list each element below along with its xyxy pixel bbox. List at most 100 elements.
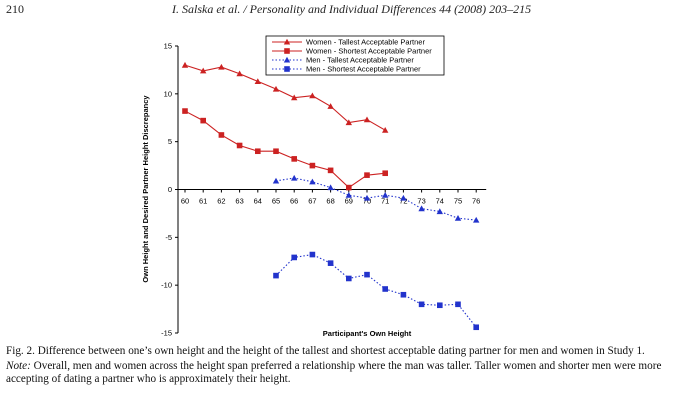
data-point (272, 177, 280, 184)
page-number: 210 (6, 2, 24, 16)
data-point (345, 192, 352, 198)
legend-label: Men - Tallest Acceptable Partner (306, 56, 414, 65)
x-tick-label: 66 (290, 197, 298, 206)
legend-marker (284, 66, 290, 72)
x-tick-label: 63 (235, 197, 243, 206)
x-tick-label: 73 (417, 197, 425, 206)
data-point (255, 148, 261, 155)
data-point (327, 260, 334, 266)
x-tick-label: 69 (345, 197, 353, 206)
x-tick-label: 60 (181, 197, 189, 206)
data-point (473, 324, 479, 331)
x-tick-label: 65 (272, 197, 280, 206)
data-point (363, 116, 371, 123)
data-point (182, 108, 188, 114)
chart-series (181, 61, 480, 331)
series-line (184, 110, 386, 189)
data-point (382, 170, 388, 177)
x-axis-label: Participant's Own Height (323, 329, 412, 338)
data-point (309, 162, 316, 169)
data-point (346, 275, 352, 282)
data-point (200, 117, 206, 124)
x-tick-label: 62 (217, 197, 225, 206)
x-tick-label: 71 (381, 197, 389, 206)
series-line (275, 253, 477, 328)
data-point (436, 208, 443, 215)
note-text: Overall, men and women across the height… (6, 360, 662, 386)
data-point (236, 70, 243, 77)
data-point (382, 126, 389, 133)
series-3 (272, 174, 480, 223)
data-point (273, 272, 279, 279)
page-header: 210 I. Salska et al. / Personality and I… (0, 0, 690, 22)
series-2 (182, 108, 388, 191)
data-point (309, 92, 316, 99)
data-point (291, 156, 297, 162)
y-tick-label: -15 (161, 329, 172, 338)
x-tick-label: 67 (308, 197, 316, 206)
y-tick-label: 15 (164, 42, 172, 51)
x-tick-label: 70 (363, 197, 371, 206)
data-point (418, 205, 425, 212)
data-point (272, 85, 280, 92)
data-point (400, 194, 407, 201)
data-point (273, 148, 279, 155)
data-point (218, 63, 225, 70)
figure-note: Note: Overall, men and women across the … (6, 360, 682, 386)
legend-label: Women - Shortest Acceptable Partner (306, 47, 432, 56)
data-point (291, 174, 298, 181)
x-tick-label: 61 (199, 197, 207, 206)
data-point (400, 291, 407, 298)
y-tick-label: 10 (164, 89, 172, 98)
series-1 (181, 61, 389, 133)
legend-label: Men - Shortest Acceptable Partner (306, 65, 421, 74)
data-point (327, 167, 334, 174)
chart-legend: Women - Tallest Acceptable PartnerWomen … (265, 35, 445, 76)
data-point (455, 301, 461, 308)
running-title: I. Salska et al. / Personality and Indiv… (172, 2, 532, 16)
data-point (473, 216, 480, 223)
data-point (309, 251, 316, 258)
data-point (345, 119, 352, 126)
data-point (309, 178, 316, 185)
data-point (364, 271, 370, 278)
x-tick-label: 74 (436, 197, 444, 206)
line-chart: 15 10 5 0 -5 -10 -15 60 61 62 63 64 65 66 67 68 69 70 71 72… (141, 35, 487, 338)
x-tick-label: 75 (454, 197, 462, 206)
y-tick-label: 0 (168, 185, 172, 194)
legend-label: Women - Tallest Acceptable Partner (306, 38, 425, 47)
data-point (327, 184, 334, 191)
y-axis-label: Own Height and Desired Partner Height Di… (141, 95, 150, 283)
data-point (181, 61, 189, 68)
data-point (291, 254, 297, 261)
legend-marker (283, 38, 291, 45)
x-tick-label: 64 (254, 197, 262, 206)
data-point (363, 194, 371, 201)
data-point (418, 301, 425, 308)
x-tick-label: 76 (472, 197, 480, 206)
series-line (184, 64, 386, 131)
data-point (236, 142, 243, 149)
data-point (346, 184, 352, 191)
data-point (382, 192, 389, 198)
note-label: Note: (6, 360, 31, 373)
y-tick-label: -10 (161, 281, 172, 290)
series-4 (273, 251, 479, 331)
figure-caption: Fig. 2. Difference between one’s own hei… (6, 345, 682, 389)
data-point (364, 172, 370, 178)
data-point (254, 78, 261, 84)
y-tick-label: 5 (168, 137, 172, 146)
figure-caption-text: Fig. 2. Difference between one’s own hei… (6, 345, 645, 357)
data-point (454, 215, 462, 221)
data-point (200, 67, 207, 74)
legend-marker (283, 56, 291, 63)
data-point (218, 132, 225, 138)
data-point (291, 94, 298, 101)
data-point (437, 302, 443, 309)
x-tick-label: 68 (326, 197, 334, 206)
y-tick-label: -5 (165, 233, 172, 242)
legend-marker (284, 48, 290, 54)
series-line (275, 177, 477, 221)
x-tick-label: 72 (399, 197, 407, 206)
data-point (327, 103, 334, 109)
